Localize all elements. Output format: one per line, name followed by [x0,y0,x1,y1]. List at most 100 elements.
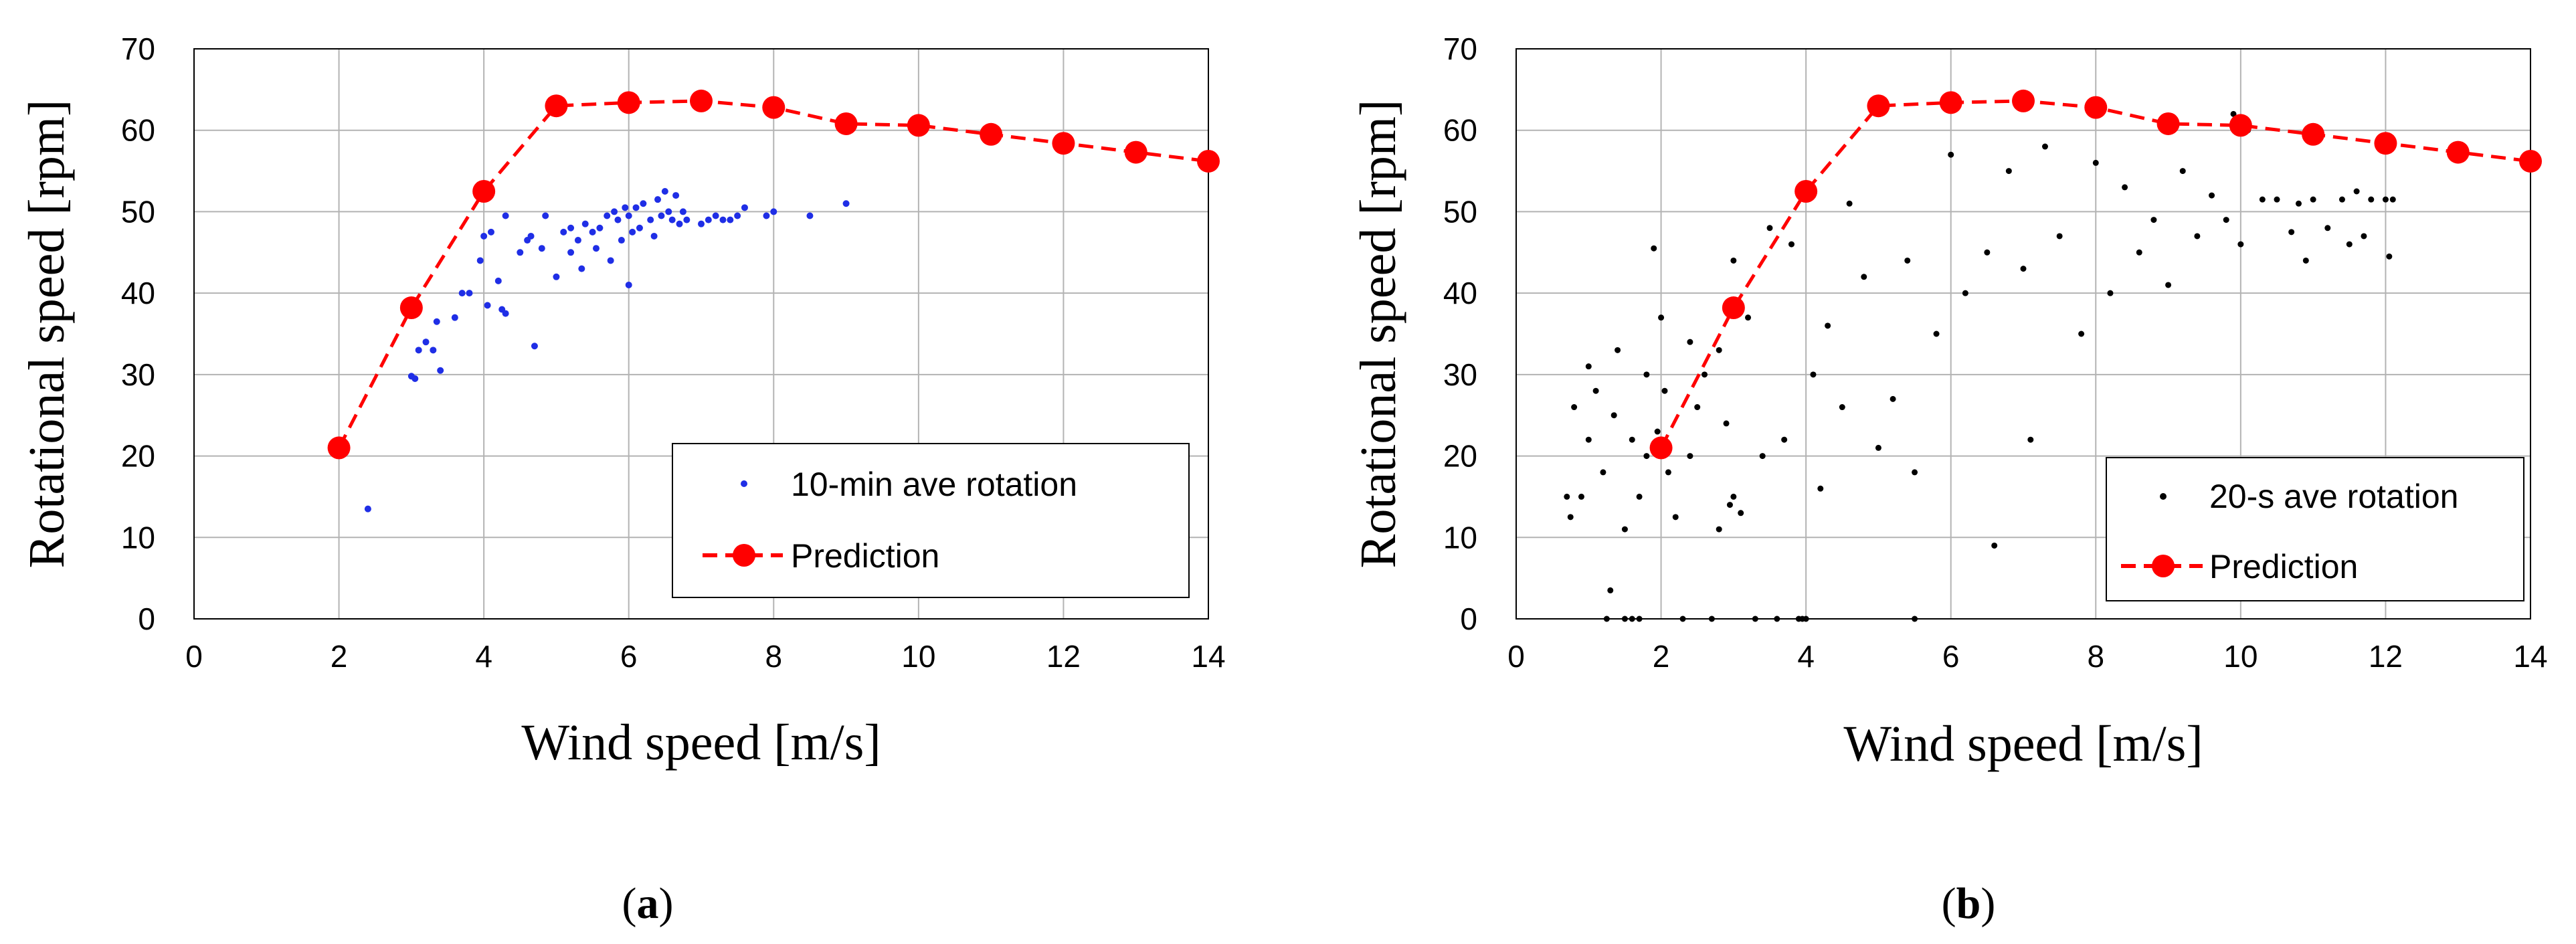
prediction-point [545,94,568,118]
measured-point [484,302,491,309]
measured-point [1745,314,1752,321]
prediction-point [690,89,713,112]
panel-b-legend-measured-marker [2160,493,2167,500]
y-tick-label: 60 [121,113,155,148]
prediction-point [1795,180,1818,203]
x-tick-label: 2 [331,639,348,674]
measured-point [2078,331,2085,337]
measured-point [1766,225,1773,231]
measured-point [517,249,524,256]
measured-point [1621,616,1628,622]
measured-point [1694,404,1701,411]
measured-point [1615,347,1621,353]
measured-point [1636,493,1643,500]
measured-point [2382,196,2389,203]
measured-point [1658,314,1665,321]
measured-point [2179,168,2186,175]
measured-point [705,216,712,223]
measured-point [1890,395,1896,402]
measured-point [618,237,625,244]
measured-point [2150,217,2157,223]
y-tick-label: 70 [121,31,155,66]
measured-point [1621,526,1628,533]
panel-a-legend-box [672,443,1190,598]
measured-point [604,212,611,219]
y-tick-label: 50 [121,194,155,229]
measured-point [1839,404,1845,411]
measured-point [538,245,545,252]
measured-point [1701,371,1708,378]
measured-point [476,257,484,264]
measured-point [763,212,770,219]
panel-a-prediction-series [327,89,1220,460]
measured-point [770,208,777,215]
measured-point [1679,616,1686,622]
prediction-point [2012,89,2035,112]
panel-b-prediction-series [1649,89,2542,460]
x-tick-label: 8 [765,639,782,674]
y-tick-label: 20 [1443,439,1477,474]
measured-point [683,216,691,223]
panel-a-legend-prediction-marker [733,544,755,567]
prediction-point [617,91,640,114]
panel-a-measured-points [364,188,850,512]
measured-point [581,220,589,227]
measured-point [806,212,814,219]
measured-point [658,212,665,219]
measured-point [1708,616,1715,622]
measured-point [1933,331,1940,337]
measured-point [698,220,705,227]
measured-point [1716,526,1722,533]
measured-point [592,245,600,252]
measured-point [364,505,371,512]
measured-point [458,290,466,297]
measured-point [567,249,575,256]
measured-point [567,224,575,231]
measured-point [1904,257,1911,264]
panel-a-caption: (a) [622,879,674,928]
panel-b-y-tick-labels: 0 10 20 30 40 50 60 70 [1443,31,1477,636]
panel-b-legend-box [2106,457,2524,601]
measured-point [614,216,622,223]
prediction-point [2374,132,2397,155]
measured-point [712,212,719,219]
prediction-point [980,122,1003,146]
measured-point [1643,453,1650,460]
measured-point [1600,469,1606,476]
prediction-point [762,96,786,119]
measured-point [494,277,502,284]
measured-point [2020,266,2027,272]
measured-point [2092,159,2099,166]
prediction-point [1939,91,1962,114]
panel-b-legend: 20-s ave rotation Prediction [2106,457,2524,601]
measured-point [607,257,614,264]
measured-point [734,212,741,219]
x-tick-label: 0 [185,639,203,674]
measured-point [665,208,672,215]
measured-point [1611,412,1617,419]
measured-point [636,224,643,231]
measured-point [1567,514,1574,521]
panel-b-caption-letter: b [1956,879,1981,928]
prediction-point [327,436,351,460]
measured-point [741,204,748,211]
measured-point [1738,510,1744,516]
measured-point [622,204,629,211]
y-tick-label: 10 [1443,520,1477,555]
measured-point [1636,616,1643,622]
y-tick-label: 40 [121,276,155,310]
x-tick-label: 12 [1046,639,1081,674]
measured-point [2353,188,2360,195]
prediction-point [2302,122,2325,146]
measured-point [2386,253,2393,260]
measured-point [1810,371,1817,378]
prediction-point [834,112,858,135]
measured-point [1716,347,1722,353]
panel-b-x-tick-labels: 0 2 4 6 8 10 12 14 [1507,639,2547,674]
panel-b-caption: (b) [1942,879,1996,928]
measured-point [2295,200,2302,207]
measured-point [1912,469,1918,476]
x-tick-label: 6 [1942,639,1960,674]
measured-point [2237,241,2244,248]
prediction-point [2446,140,2470,164]
